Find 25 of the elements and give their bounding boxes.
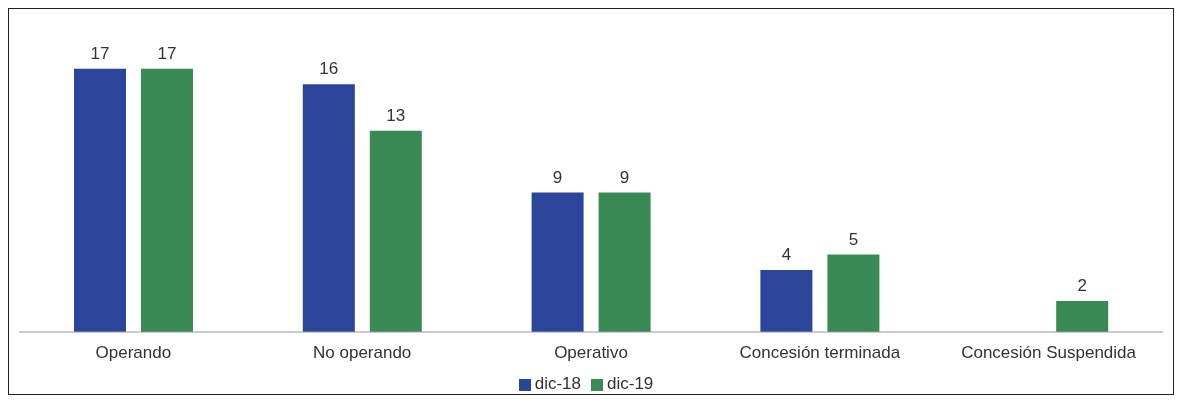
data-label: 13 xyxy=(386,105,406,125)
bar xyxy=(598,192,651,332)
bar xyxy=(369,130,422,332)
data-label: 9 xyxy=(619,167,630,187)
x-tick-label: Concesión Suspendida xyxy=(961,343,1137,363)
data-label: 16 xyxy=(319,59,339,79)
bar xyxy=(531,192,584,332)
x-tick-label: No operando xyxy=(313,343,412,363)
bar xyxy=(141,68,193,332)
bar xyxy=(1056,301,1109,332)
x-tick-label: Operativo xyxy=(554,343,628,363)
data-label: 17 xyxy=(157,43,177,63)
bar xyxy=(302,84,355,332)
legend-label: dic-18 xyxy=(534,374,581,393)
bar xyxy=(827,254,880,332)
data-label: 5 xyxy=(848,229,859,249)
data-label: 9 xyxy=(552,167,563,187)
data-label: 4 xyxy=(781,245,792,265)
data-label: 2 xyxy=(1077,276,1087,296)
bar xyxy=(760,270,813,332)
legend-label: dic-19 xyxy=(607,374,654,393)
bar xyxy=(74,68,126,332)
x-tick-label: Operando xyxy=(95,343,172,363)
data-label: 17 xyxy=(90,43,110,63)
x-tick-label: Concesión terminada xyxy=(739,343,901,363)
